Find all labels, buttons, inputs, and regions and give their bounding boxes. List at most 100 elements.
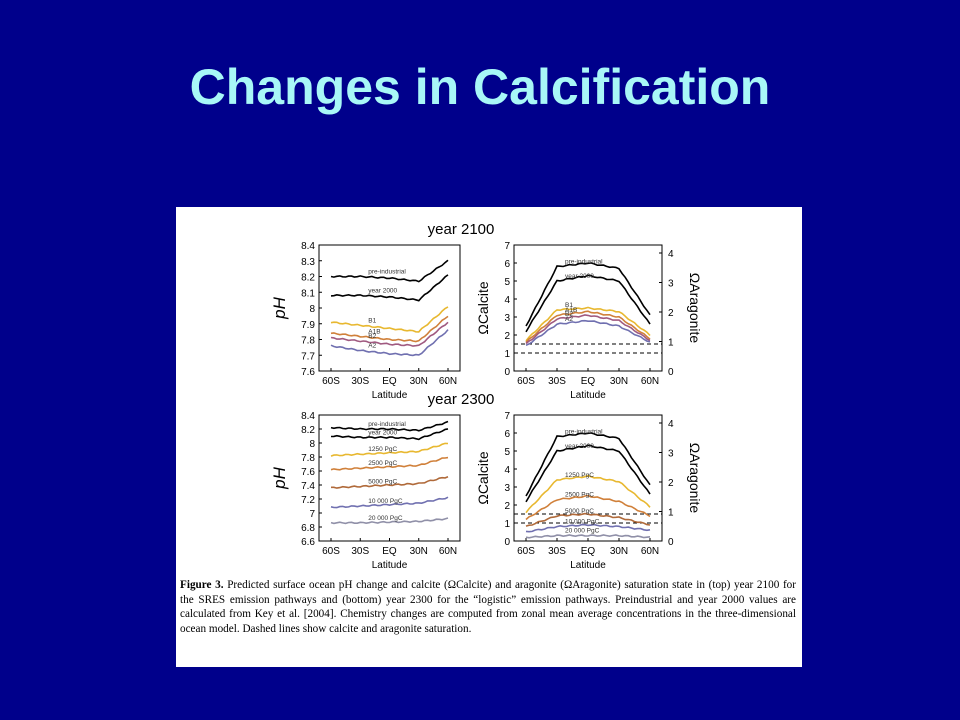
series-label: pre-industrial <box>368 269 406 276</box>
x-tick-label: 60N <box>641 546 659 557</box>
y2-tick-label: 0 <box>668 367 674 378</box>
series-label: A2 <box>565 316 573 323</box>
series-label: B2 <box>565 311 573 318</box>
x-tick-label: EQ <box>382 376 397 387</box>
series-label: pre-industrial <box>368 421 406 428</box>
series-line <box>525 310 651 343</box>
series-line <box>330 496 449 509</box>
x-tick-label: 30N <box>410 376 428 387</box>
series-label: 10 000 PgC <box>368 498 403 505</box>
series-label: pre-industrial <box>565 429 603 436</box>
series-label: year 2000 <box>368 429 397 436</box>
series-label: 10 000 PgC <box>565 519 600 526</box>
series-line <box>330 306 449 333</box>
x-tick-label: 30S <box>351 376 369 387</box>
series-label: 2500 PgC <box>368 460 397 467</box>
slide-title: Changes in Calcification <box>189 59 771 115</box>
y-tick-label: 6.6 <box>301 537 315 548</box>
y2-tick-label: 3 <box>668 279 674 290</box>
x-tick-label: 30S <box>351 546 369 557</box>
y-tick-label: 7.6 <box>301 367 315 378</box>
y-tick-label: 7.8 <box>301 453 315 464</box>
x-axis-label: Latitude <box>372 560 408 571</box>
series-label: 1250 PgC <box>565 472 594 479</box>
y-tick-label: 7.7 <box>301 351 315 362</box>
series-line <box>525 432 651 497</box>
y-tick-label: 7 <box>504 411 510 422</box>
plot-frame <box>318 244 461 372</box>
x-axis-label: Latitude <box>570 390 606 401</box>
series-line <box>330 274 449 302</box>
y-tick-label: 8 <box>309 304 315 315</box>
panel-title: year 2300 <box>428 391 495 408</box>
figure-caption: Figure 3. Predicted surface ocean pH cha… <box>180 578 796 636</box>
x-tick-label: 60N <box>439 546 457 557</box>
series-line <box>525 512 651 527</box>
y-axis-label: ΩCalcite <box>475 451 491 504</box>
y-tick-label: 0 <box>504 367 510 378</box>
x-tick-label: 60S <box>517 376 535 387</box>
caption-text: Predicted surface ocean pH change and ca… <box>180 579 796 635</box>
y-tick-label: 7.6 <box>301 467 315 478</box>
series-label: 1250 PgC <box>368 446 397 453</box>
series-line <box>525 474 651 514</box>
y-tick-label: 7.8 <box>301 336 315 347</box>
x-tick-label: 60N <box>641 376 659 387</box>
series-line <box>330 420 449 432</box>
series-label: year 2000 <box>565 443 594 450</box>
y2-tick-label: 4 <box>668 249 674 260</box>
y2-axis-label: ΩAragonite <box>687 273 703 344</box>
series-line <box>330 259 449 283</box>
y-tick-label: 4 <box>504 295 510 306</box>
series-line <box>525 319 651 346</box>
series-label: 5000 PgC <box>565 508 594 515</box>
x-tick-label: 30N <box>410 546 428 557</box>
y-tick-label: 5 <box>504 447 510 458</box>
y-tick-label: 7.9 <box>301 320 315 331</box>
y-tick-label: 6 <box>504 429 510 440</box>
figure-image: year 2100 8.4 8.3 8.2 8.1 8 7.9 7.8 7.7 7.6 60S 30S… <box>176 207 802 667</box>
series-label: 2500 PgC <box>565 492 594 499</box>
y-tick-label: 7 <box>504 241 510 252</box>
y-tick-label: 8.4 <box>301 241 315 252</box>
y-tick-label: 7.2 <box>301 495 315 506</box>
y-tick-label: 2 <box>504 331 510 342</box>
series-line <box>525 314 651 345</box>
series-label: B2 <box>368 333 376 340</box>
series-label: 5000 PgC <box>368 478 397 485</box>
y-tick-label: 0 <box>504 537 510 548</box>
x-tick-label: EQ <box>382 546 397 557</box>
y-axis-label: pH <box>270 466 289 489</box>
series-line <box>525 306 651 342</box>
series-line <box>525 494 651 521</box>
x-axis-label: Latitude <box>570 560 606 571</box>
series-label: pre-industrial <box>565 259 603 266</box>
series-line <box>525 262 651 327</box>
x-tick-label: 60S <box>517 546 535 557</box>
x-tick-label: 30S <box>548 376 566 387</box>
series-line <box>525 444 651 503</box>
x-tick-label: 30N <box>610 376 628 387</box>
figure-charts: year 2100 8.4 8.3 8.2 8.1 8 7.9 7.8 7.7 7.6 60S 30S… <box>270 221 703 571</box>
y-tick-label: 3 <box>504 483 510 494</box>
y-tick-label: 3 <box>504 313 510 324</box>
y-tick-label: 8.4 <box>301 411 315 422</box>
series-label: 20 000 PgC <box>368 515 403 522</box>
series-line <box>525 274 651 333</box>
y-tick-label: 8.3 <box>301 257 315 268</box>
y2-tick-label: 4 <box>668 419 674 430</box>
series-label: year 2000 <box>368 287 397 294</box>
series-line <box>331 476 449 489</box>
y2-tick-label: 1 <box>668 338 674 349</box>
x-tick-label: EQ <box>581 376 596 387</box>
series-line <box>330 321 449 347</box>
y-axis-label: pH <box>270 296 289 319</box>
x-tick-label: 60S <box>322 376 340 387</box>
y-tick-label: 8.2 <box>301 273 315 284</box>
series-label: B1 <box>565 302 573 309</box>
series-line <box>330 517 449 525</box>
y-tick-label: 2 <box>504 501 510 512</box>
series-line <box>330 329 449 357</box>
panel-title: year 2100 <box>428 221 495 238</box>
y-tick-label: 1 <box>504 349 510 360</box>
